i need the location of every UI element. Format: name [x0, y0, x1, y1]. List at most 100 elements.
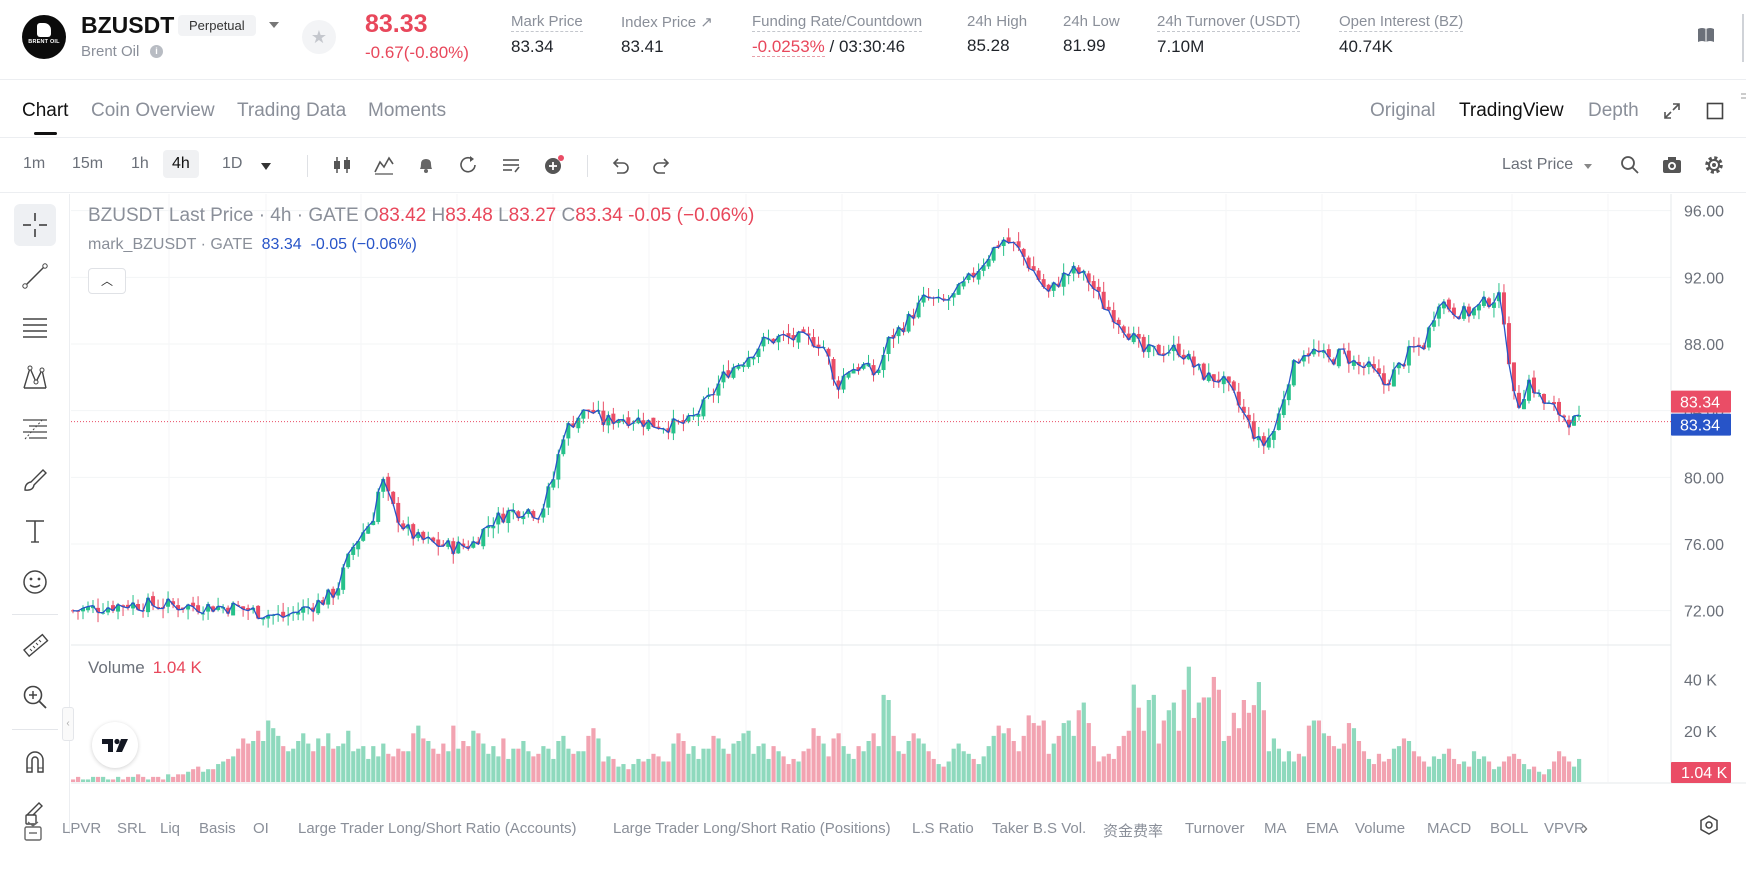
volume-bar	[511, 748, 516, 782]
candle-body	[951, 293, 956, 298]
candle-body	[971, 272, 976, 278]
candle-body	[1021, 248, 1026, 257]
side-handle[interactable]	[1740, 90, 1746, 108]
indicator-8[interactable]: Taker B.S Vol.	[992, 820, 1087, 837]
mark-price-label[interactable]: Mark Price	[511, 13, 583, 32]
favorite-star-icon[interactable]: ★	[302, 20, 336, 54]
ruler-tool[interactable]	[14, 625, 56, 667]
view-tradingview[interactable]: TradingView	[1459, 100, 1564, 121]
redo-icon[interactable]	[651, 154, 673, 176]
candle-body	[1241, 406, 1246, 413]
view-original[interactable]: Original	[1370, 100, 1436, 121]
horizontal-lines-tool[interactable]	[14, 306, 56, 348]
tradingview-logo[interactable]	[92, 722, 138, 768]
indicators-scroll-right-icon[interactable]: ›	[1582, 818, 1588, 838]
volume-bar	[831, 738, 836, 782]
chart-settings-icon[interactable]	[1698, 814, 1720, 836]
symbol-dropdown-icon[interactable]	[269, 22, 279, 28]
trendline-tool[interactable]	[14, 255, 56, 297]
candle-body	[1441, 301, 1446, 309]
collapse-toolbar-button[interactable]: ‹	[62, 707, 74, 741]
indicator-13[interactable]: Volume	[1355, 820, 1406, 837]
indicator-4[interactable]: OI	[253, 820, 269, 837]
volume-bar	[661, 761, 666, 782]
volume-bar	[981, 756, 986, 782]
volume-bar	[576, 751, 581, 782]
timeframe-15m[interactable]: 15m	[72, 155, 104, 172]
magnet-tool[interactable]	[14, 740, 56, 782]
turnover-label[interactable]: 24h Turnover (USDT)	[1157, 13, 1301, 32]
symbol-name[interactable]: BZUSDT	[81, 12, 175, 38]
volume-bar	[1136, 707, 1141, 782]
candle-body	[1216, 379, 1221, 383]
search-icon[interactable]	[1619, 154, 1641, 176]
tab-trading-data[interactable]: Trading Data	[237, 100, 347, 121]
indicators-icon[interactable]	[373, 154, 395, 176]
price-type-select[interactable]: Last Price	[1502, 156, 1574, 173]
collapse-legend-button[interactable]: ︿	[88, 268, 126, 294]
tab-moments[interactable]: Moments	[368, 100, 447, 121]
zoom-tool[interactable]	[14, 676, 56, 718]
timeframe-1m[interactable]: 1m	[23, 155, 46, 172]
candle-body	[1096, 286, 1101, 292]
indicator-14[interactable]: MACD	[1427, 820, 1472, 837]
expand-icon[interactable]	[1663, 102, 1681, 120]
view-depth[interactable]: Depth	[1588, 100, 1639, 121]
indicator-11[interactable]: MA	[1264, 820, 1287, 837]
info-icon[interactable]: i	[150, 45, 163, 58]
templates-icon[interactable]	[500, 154, 522, 176]
panel-resize-handle[interactable]	[1740, 10, 1746, 66]
volume-bar	[301, 733, 306, 782]
add-indicator-icon[interactable]	[543, 154, 565, 176]
indicator-10[interactable]: Turnover	[1185, 820, 1245, 837]
camera-icon[interactable]	[1661, 154, 1683, 176]
fib-tool[interactable]	[14, 408, 56, 450]
candle-body	[1256, 436, 1261, 441]
candle-type-icon[interactable]	[331, 154, 353, 176]
text-tool[interactable]	[14, 510, 56, 552]
timeframe-1h[interactable]: 1h	[131, 155, 149, 172]
timeframe-4h[interactable]: 4h	[163, 150, 199, 178]
indicator-1[interactable]: SRL	[117, 820, 147, 837]
price-tick-label: 92.00	[1684, 270, 1724, 287]
indicator-list-icon[interactable]	[22, 821, 44, 841]
open-interest-stat: Open Interest (BZ) 40.74K	[1339, 13, 1464, 57]
indicator-9[interactable]: 资金费率	[1103, 823, 1164, 840]
indicator-3[interactable]: Basis	[199, 820, 236, 837]
indicator-7[interactable]: L.S Ratio	[912, 820, 974, 837]
timeframe-1d[interactable]: 1D	[222, 155, 243, 172]
candle-body	[1436, 306, 1441, 319]
undo-icon[interactable]	[609, 154, 631, 176]
pattern-tool[interactable]	[14, 357, 56, 399]
indicator-0[interactable]: LPVR	[62, 820, 102, 837]
volume-bar	[1441, 753, 1447, 782]
indicator-2[interactable]: Liq	[160, 820, 181, 837]
alert-bell-icon[interactable]	[415, 154, 437, 176]
volume-bar	[1436, 758, 1442, 782]
crosshair-tool[interactable]	[14, 204, 56, 246]
open-interest-label[interactable]: Open Interest (BZ)	[1339, 13, 1464, 32]
replay-icon[interactable]	[457, 154, 479, 176]
candle-body	[666, 428, 671, 433]
indicator-6[interactable]: Large Trader Long/Short Ratio (Positions…	[613, 820, 891, 837]
emoji-tool[interactable]	[14, 561, 56, 603]
tab-coin-overview[interactable]: Coin Overview	[91, 100, 215, 121]
candle-body	[1061, 272, 1066, 287]
indicator-15[interactable]: BOLL	[1490, 820, 1529, 837]
brush-tool[interactable]	[14, 459, 56, 501]
fullscreen-icon[interactable]	[1706, 102, 1724, 120]
tab-chart[interactable]: Chart	[22, 100, 69, 121]
price-type-dropdown-icon[interactable]	[1584, 164, 1592, 169]
volume-bar	[201, 771, 206, 782]
candle-body	[1406, 346, 1411, 366]
indicator-12[interactable]: EMA	[1306, 820, 1339, 837]
guide-book-icon[interactable]	[1697, 27, 1715, 43]
index-price-label[interactable]: Index Price ↗	[621, 14, 713, 31]
indicator-5[interactable]: Large Trader Long/Short Ratio (Accounts)	[298, 820, 577, 837]
timeframe-dropdown-icon[interactable]	[261, 163, 271, 170]
settings-gear-icon[interactable]	[1703, 154, 1725, 176]
funding-label[interactable]: Funding Rate/Countdown	[752, 13, 923, 32]
indicator-16[interactable]: VPVR	[1544, 820, 1585, 837]
